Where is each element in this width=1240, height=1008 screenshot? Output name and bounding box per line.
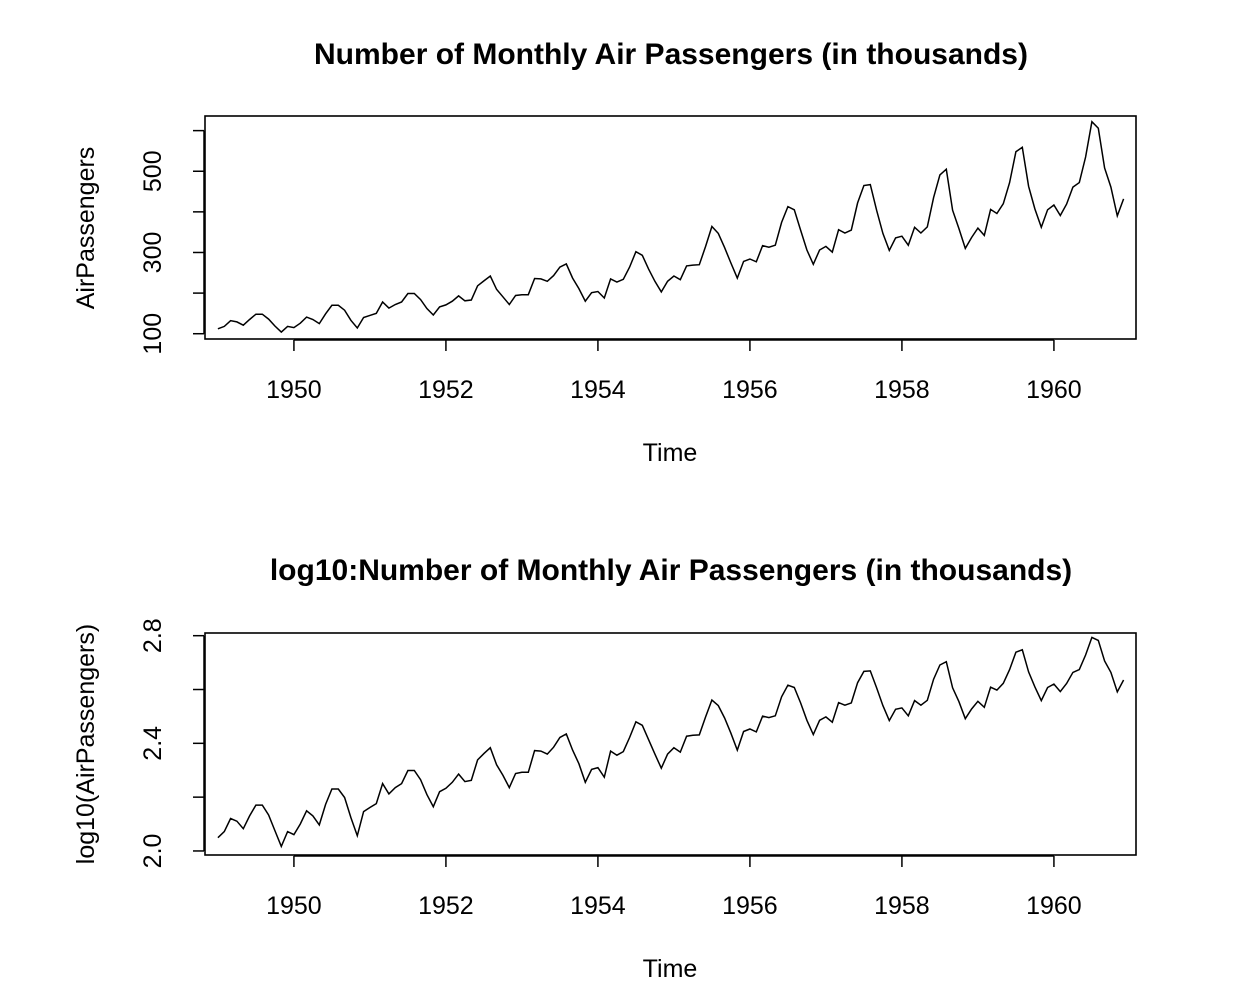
x-axis-label: Time xyxy=(643,955,698,983)
x-tick-label: 1950 xyxy=(266,892,322,920)
x-tick-label: 1950 xyxy=(266,376,322,404)
y-axis-label: AirPassengers xyxy=(72,147,100,310)
y-axis: 2.0 2.4 2.8 xyxy=(139,618,205,869)
y-tick-label: 2.8 xyxy=(139,618,167,653)
y-axis-label: log10(AirPassengers) xyxy=(72,624,100,864)
chart-raw-passengers: Number of Monthly Air Passengers (in tho… xyxy=(72,38,1137,467)
x-axis: 1950 1952 1954 1956 1958 1960 xyxy=(266,855,1082,920)
plot-frame xyxy=(204,632,1137,856)
x-axis: 1950 1952 1954 1956 1958 1960 xyxy=(266,339,1082,404)
y-tick-label: 300 xyxy=(139,232,167,274)
x-tick-label: 1960 xyxy=(1026,376,1082,404)
x-tick-label: 1958 xyxy=(874,892,930,920)
chart-log10-passengers: log10:Number of Monthly Air Passengers (… xyxy=(72,554,1137,983)
y-tick-label: 2.4 xyxy=(139,726,167,761)
series-line xyxy=(217,636,1125,849)
x-tick-label: 1956 xyxy=(722,892,778,920)
x-tick-label: 1958 xyxy=(874,376,930,404)
series-line xyxy=(217,120,1125,334)
chart-title: Number of Monthly Air Passengers (in tho… xyxy=(314,38,1028,71)
y-tick-label: 100 xyxy=(139,313,167,355)
y-tick-label: 2.0 xyxy=(139,834,167,869)
x-tick-label: 1960 xyxy=(1026,892,1082,920)
plot-frame xyxy=(204,115,1137,340)
y-tick-label: 500 xyxy=(139,150,167,192)
x-axis-label: Time xyxy=(643,439,698,467)
x-tick-label: 1954 xyxy=(570,376,626,404)
x-tick-label: 1956 xyxy=(722,376,778,404)
x-tick-label: 1952 xyxy=(418,376,474,404)
y-axis: 100 300 500 xyxy=(139,129,205,355)
x-tick-label: 1952 xyxy=(418,892,474,920)
x-tick-label: 1954 xyxy=(570,892,626,920)
chart-title: log10:Number of Monthly Air Passengers (… xyxy=(270,554,1072,587)
